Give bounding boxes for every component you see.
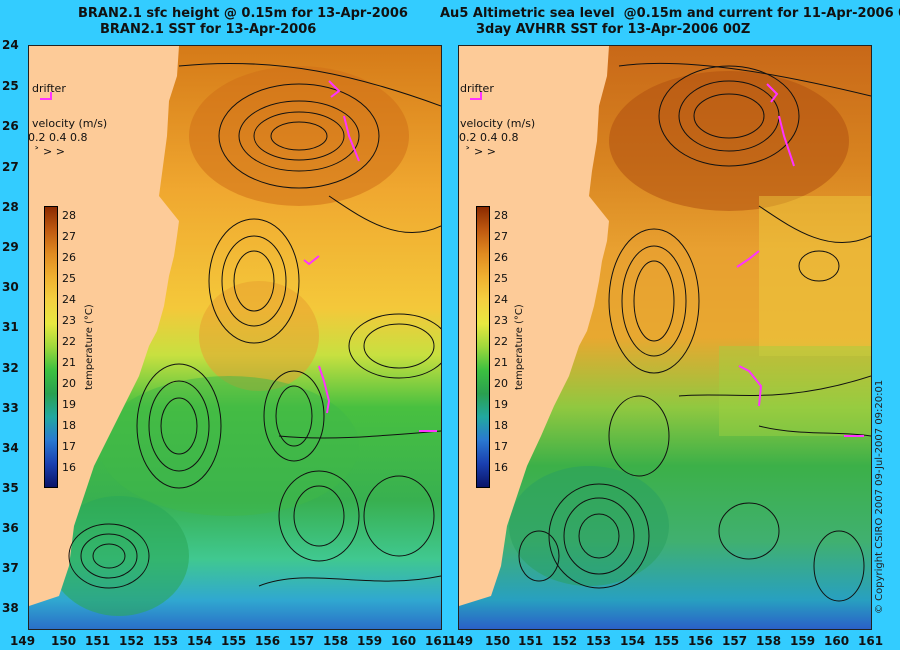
lat-label: 32 <box>2 361 19 375</box>
colorbar-tick: 17 <box>494 440 508 453</box>
right-velocity-title: velocity (m/s) <box>460 117 536 130</box>
lon-label: 159 <box>790 634 816 648</box>
left-drifter-tracks <box>303 80 437 432</box>
colorbar-tick: 25 <box>494 272 508 285</box>
left-land <box>29 46 179 606</box>
colorbar-tick: 23 <box>62 314 76 327</box>
lon-label: 158 <box>323 634 349 648</box>
lon-label: 155 <box>221 634 247 648</box>
lon-label: 158 <box>756 634 782 648</box>
right-drifter-label: drifter <box>460 82 494 95</box>
colorbar-tick: 16 <box>494 461 508 474</box>
colorbar-tick: 21 <box>62 356 76 369</box>
lon-label: 153 <box>153 634 179 648</box>
left-colorbar-title: temperature (°C) <box>84 304 95 390</box>
lat-label: 28 <box>2 200 19 214</box>
lat-label: 36 <box>2 521 19 535</box>
colorbar-tick: 24 <box>62 293 76 306</box>
colorbar-tick: 18 <box>62 419 76 432</box>
right-velocity-values: 0.2 0.4 0.8 <box>459 131 519 144</box>
lat-label: 35 <box>2 481 19 495</box>
lat-label: 38 <box>2 601 19 615</box>
left-velocity-values: 0.2 0.4 0.8 <box>28 131 88 144</box>
right-velocity-arrows: ˃ > > <box>465 145 496 158</box>
lon-label: 152 <box>119 634 145 648</box>
lat-label: 37 <box>2 561 19 575</box>
left-drifter-label: drifter <box>32 82 66 95</box>
lon-label: 152 <box>552 634 578 648</box>
right-contours <box>518 62 871 602</box>
colorbar-tick: 27 <box>62 230 76 243</box>
lon-label: 157 <box>289 634 315 648</box>
lat-label: 24 <box>2 38 19 52</box>
lat-label: 29 <box>2 240 19 254</box>
left-velocity-arrows: ˃ > > <box>34 145 65 158</box>
colorbar-tick: 26 <box>494 251 508 264</box>
colorbar-tick: 18 <box>494 419 508 432</box>
colorbar-tick: 19 <box>62 398 76 411</box>
lon-label: 160 <box>391 634 417 648</box>
colorbar-tick: 19 <box>494 398 508 411</box>
left-contours <box>68 62 441 589</box>
lat-label: 33 <box>2 401 19 415</box>
left-velocity-title: velocity (m/s) <box>32 117 108 130</box>
lon-label: 161 <box>858 634 884 648</box>
colorbar-tick: 20 <box>62 377 76 390</box>
lon-label: 156 <box>255 634 281 648</box>
right-title-line1: Au5 Altimetric sea level @0.15m and curr… <box>440 6 900 21</box>
left-map-svg <box>29 46 441 629</box>
colorbar-tick: 26 <box>62 251 76 264</box>
lon-label: 155 <box>654 634 680 648</box>
colorbar-tick: 24 <box>494 293 508 306</box>
right-land <box>459 46 609 606</box>
left-title-line2: BRAN2.1 SST for 13-Apr-2006 <box>100 22 317 37</box>
lat-label: 25 <box>2 79 19 93</box>
left-title-line1: BRAN2.1 sfc height @ 0.15m for 13-Apr-20… <box>78 6 408 21</box>
colorbar-tick: 22 <box>62 335 76 348</box>
lat-label: 27 <box>2 160 19 174</box>
lon-label: 149 <box>448 634 474 648</box>
colorbar-tick: 28 <box>494 209 508 222</box>
lat-label: 31 <box>2 320 19 334</box>
colorbar-tick: 20 <box>494 377 508 390</box>
right-map-svg <box>459 46 871 629</box>
left-map-panel <box>28 45 442 630</box>
lat-label: 26 <box>2 119 19 133</box>
colorbar-tick: 16 <box>62 461 76 474</box>
lon-label: 154 <box>187 634 213 648</box>
lon-label: 160 <box>824 634 850 648</box>
lat-label: 30 <box>2 280 19 294</box>
colorbar-tick: 23 <box>494 314 508 327</box>
right-drifter-tracks <box>736 83 864 437</box>
lon-label: 161 <box>425 634 451 648</box>
colorbar-tick: 21 <box>494 356 508 369</box>
lon-label: 150 <box>485 634 511 648</box>
lon-label: 150 <box>51 634 77 648</box>
lon-label: 151 <box>85 634 111 648</box>
lon-label: 156 <box>688 634 714 648</box>
copyright-notice: © Copyright CSIRO 2007 09-Jul-2007 09:20… <box>874 379 885 614</box>
colorbar-tick: 25 <box>62 272 76 285</box>
right-colorbar-title: temperature (°C) <box>514 304 525 390</box>
right-colorbar <box>476 206 490 488</box>
colorbar-tick: 22 <box>494 335 508 348</box>
colorbar-tick: 27 <box>494 230 508 243</box>
lat-label: 34 <box>2 441 19 455</box>
lon-label: 159 <box>357 634 383 648</box>
lon-label: 154 <box>620 634 646 648</box>
lon-label: 157 <box>722 634 748 648</box>
left-drifter-symbol <box>40 92 52 100</box>
colorbar-tick: 17 <box>62 440 76 453</box>
right-drifter-symbol <box>470 92 482 100</box>
right-title-line2: 3day AVHRR SST for 13-Apr-2006 00Z <box>476 22 751 37</box>
right-map-panel <box>458 45 872 630</box>
lon-label: 153 <box>586 634 612 648</box>
colorbar-tick: 28 <box>62 209 76 222</box>
lon-label: 149 <box>10 634 36 648</box>
left-colorbar <box>44 206 58 488</box>
lon-label: 151 <box>518 634 544 648</box>
